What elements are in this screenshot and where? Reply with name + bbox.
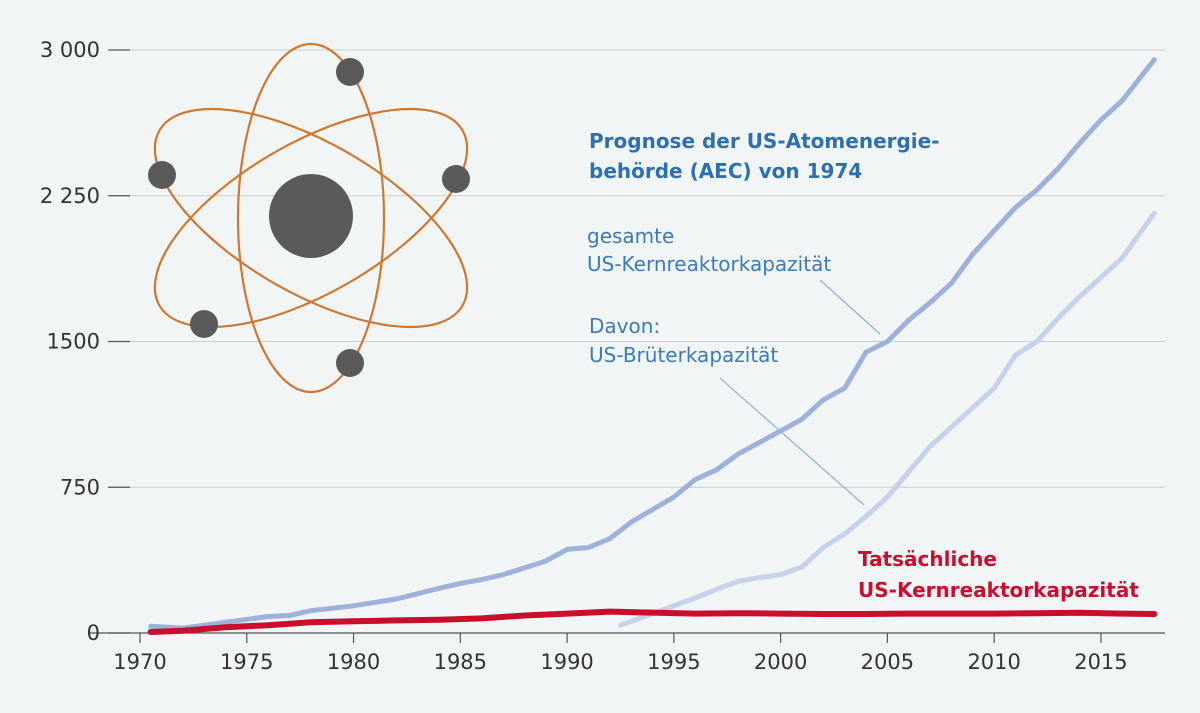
atom-orbit-right — [153, 107, 469, 329]
x-tick-label: 1975 — [220, 650, 273, 674]
atom-illustration — [148, 42, 470, 394]
x-tick-label: 2015 — [1074, 650, 1127, 674]
annotations: Prognose der US-Atomenergie- behörde (AE… — [587, 129, 1139, 602]
y-tick-label: 3 000 — [40, 38, 100, 62]
breeder-label-line2: US-Brüterkapazität — [589, 343, 778, 367]
y-tick-label: 2 250 — [40, 184, 100, 208]
y-tick-label: 750 — [60, 475, 100, 499]
atom-orbit-left — [153, 107, 469, 329]
x-tick-label: 1985 — [434, 650, 487, 674]
total-label-line1: gesamte — [587, 224, 674, 248]
total-label-line2: US-Kernreaktorkapazität — [587, 252, 831, 276]
atom-orbit-vertical — [236, 42, 386, 394]
actual-label-line1: Tatsächliche — [858, 547, 997, 571]
x-tick-label: 2000 — [754, 650, 807, 674]
y-tick-label: 0 — [87, 621, 100, 645]
total-label-leader — [819, 279, 881, 335]
atom-electron — [442, 165, 470, 193]
x-tick-label: 1990 — [540, 650, 593, 674]
x-tick-label: 2010 — [967, 650, 1020, 674]
actual-label-line2: US-Kernreaktorkapazität — [858, 578, 1139, 602]
atom-electron — [336, 58, 364, 86]
y-tick-label: 1500 — [47, 330, 100, 354]
series-layer — [147, 57, 1158, 635]
annotation-leaders — [719, 279, 881, 506]
series-line-actual — [147, 608, 1158, 635]
axes: 0 750 1500 2 250 3 000 1970 1975 1980 1985 1990 19… — [40, 38, 1165, 674]
x-tick-label: 1980 — [327, 650, 380, 674]
x-tick-label: 1995 — [647, 650, 700, 674]
breeder-label-line1: Davon: — [589, 314, 660, 338]
atom-nucleus — [269, 174, 353, 258]
x-tick-label: 2005 — [861, 650, 914, 674]
atom-orbits — [153, 42, 469, 394]
atom-electron — [148, 161, 176, 189]
atom-particles — [148, 58, 470, 377]
series-line-breeder-forecast — [618, 210, 1157, 628]
forecast-title-line2: behörde (AEC) von 1974 — [589, 159, 862, 183]
atom-electron — [336, 349, 364, 377]
atom-electron — [190, 310, 218, 338]
x-tick-label: 1970 — [113, 650, 166, 674]
series-line-total-forecast — [148, 57, 1157, 631]
breeder-label-leader — [719, 377, 865, 506]
forecast-title-line1: Prognose der US-Atomenergie- — [589, 129, 940, 153]
